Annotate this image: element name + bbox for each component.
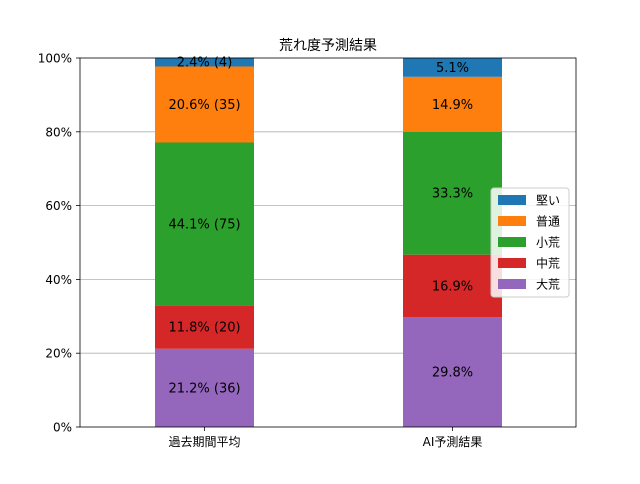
legend-label: 大荒 [536, 278, 560, 292]
legend-swatch [498, 195, 526, 205]
legend-swatch [498, 216, 526, 226]
legend-label: 普通 [536, 215, 560, 229]
y-tick-label: 80% [45, 125, 72, 139]
bar-segment-0 [155, 348, 254, 427]
y-tick-label: 40% [45, 273, 72, 287]
legend-swatch [498, 279, 526, 289]
bar-segment-3 [403, 76, 502, 132]
axes: 0% 20% 40% 60% 80% 100% 過去期間平均 AI予測結果 [38, 52, 577, 449]
plot-frame [79, 57, 577, 428]
bar-segment-label: 16.9% [432, 279, 473, 294]
bar-segment-label: 44.1% (75) [168, 217, 240, 232]
x-tick-label: 過去期間平均 [168, 435, 240, 449]
bar-segment-2 [403, 131, 502, 255]
bar-segment-2 [155, 142, 254, 306]
bar-segment-label: 11.8% (20) [168, 321, 240, 336]
bar-segment-label: 14.9% [432, 98, 473, 113]
bar-segment-0 [403, 317, 502, 427]
bar-segment-4 [155, 57, 254, 67]
bar-segment-1 [155, 305, 254, 349]
y-tick-label: 60% [45, 199, 72, 213]
bar-segment-label: 5.1% [436, 61, 469, 76]
legend-swatch [498, 237, 526, 247]
legend-label: 小荒 [536, 236, 560, 250]
bar-segment-label: 29.8% [432, 366, 473, 381]
x-tick-label: AI予測結果 [423, 435, 483, 449]
legend-box [490, 187, 570, 298]
chart-title: 荒れ度予測結果 [279, 38, 377, 54]
bar-segment-4 [403, 58, 502, 77]
legend-label: 堅い [536, 194, 560, 208]
bar-segment-label: 2.4% (4) [177, 56, 233, 71]
bar-segment-label: 20.6% (35) [168, 98, 240, 113]
legend-swatch [498, 258, 526, 268]
bar-segment-1 [403, 254, 502, 318]
bar-segment-label: 33.3% [432, 187, 473, 202]
y-tick-label: 100% [38, 52, 72, 66]
bar-segment-3 [155, 66, 254, 143]
bars [155, 57, 502, 427]
y-tick-label: 0% [53, 421, 72, 435]
y-tick-label: 20% [45, 347, 72, 361]
bar-labels: 21.2% (36) 11.8% (20) 44.1% (75) 20.6% (35)… [168, 56, 473, 397]
bar-segment-label: 21.2% (36) [168, 381, 240, 396]
legend-label: 中荒 [536, 256, 560, 271]
